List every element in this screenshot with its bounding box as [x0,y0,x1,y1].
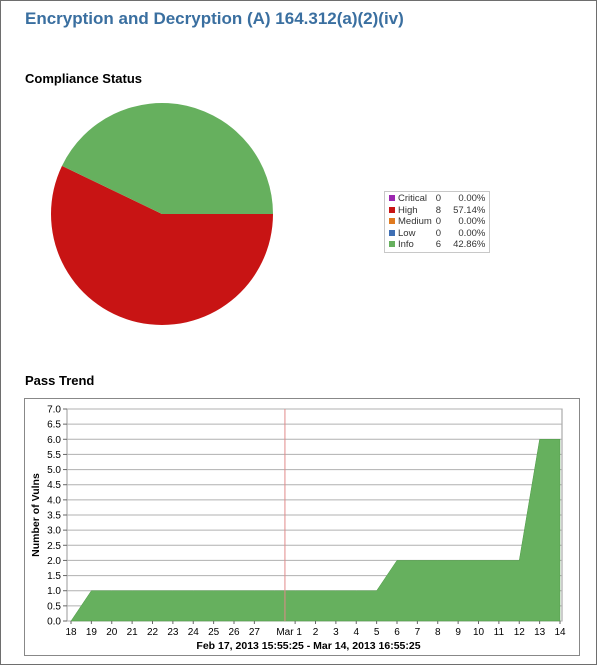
x-axis-title: Feb 17, 2013 15:55:25 - Mar 14, 2013 16:… [196,640,420,652]
legend-label: Info [398,239,414,250]
y-tick-label: 2.5 [47,541,61,552]
legend-percent: 0.00% [458,216,486,227]
y-tick-label: 6.5 [47,420,61,431]
legend-label: Critical [398,193,428,204]
legend-count: 0 [435,193,442,204]
x-tick-label: 27 [249,627,261,638]
legend-label: High [398,204,418,216]
compliance-pie-chart [50,102,274,325]
pass-trend-chart: 0.0 0.5 1.0 1.5 2.0 2.5 3.0 3.5 4.0 4.5 5.0 5.5 6.0 6… [24,398,580,656]
legend-percent: 0.00% [458,193,486,204]
legend-row-critical: Critical 0 0.00% [387,193,487,205]
x-tick-label: 23 [167,627,179,638]
legend-swatch [389,218,395,224]
legend-count: 6 [435,239,442,250]
legend-row-medium: Medium 0 0.00% [387,216,487,228]
y-tick-label: 4.0 [47,495,61,506]
y-tick-label: 7.0 [47,405,61,416]
pass-trend-title: Pass Trend [25,373,95,388]
x-tick-label: 8 [435,627,441,638]
y-tick-label: 1.5 [47,571,61,582]
x-tick-label: 18 [65,627,77,638]
legend-row-low: Low 0 0.00% [387,228,487,240]
x-tick-label: 12 [514,627,526,638]
legend-percent: 0.00% [458,227,486,239]
x-tick-label: 4 [353,627,359,638]
y-tick-label: 3.5 [47,511,61,522]
y-tick-label: 0.0 [47,617,61,628]
legend-label: Medium [398,216,432,227]
x-tick-label: 10 [473,627,485,638]
y-tick-label: 4.5 [47,480,61,491]
y-tick-label: 6.0 [47,435,61,446]
y-tick-label: 1.0 [47,586,61,597]
legend-row-high: High 8 57.14% [387,205,487,217]
legend-swatch [389,241,395,247]
legend-swatch [389,229,395,236]
page-title: Encryption and Decryption (A) 164.312(a)… [25,9,404,28]
x-tick-label: 24 [188,627,200,638]
legend-label: Low [398,227,416,239]
compliance-status-title: Compliance Status [25,71,143,86]
pie-legend: Critical 0 0.00% High 8 57.14% Medium 0 0.00% Low… [384,191,491,253]
x-tick-label: 9 [455,627,461,638]
y-tick-label: 5.0 [47,465,61,476]
x-tick-label: 3 [333,627,339,638]
y-tick-label: 3.0 [47,526,61,537]
x-tick-label: 22 [147,627,159,638]
x-tick-label: 11 [494,627,505,638]
legend-swatch [389,206,395,213]
x-tick-label: 7 [415,627,421,638]
pie-slice-high [50,165,273,325]
legend-count: 0 [435,216,442,227]
x-tick-label: 20 [106,627,118,638]
y-tick-label: 0.5 [47,601,61,612]
x-tick-label: 13 [534,627,546,638]
x-tick-label: 21 [127,627,139,638]
legend-count: 8 [435,204,442,216]
x-tick-label: 19 [86,627,98,638]
y-axis-title: Number of Vulns [30,473,42,557]
legend-percent: 42.86% [453,239,486,250]
legend-swatch [389,195,395,201]
x-tick-label: Mar 1 [276,627,302,638]
x-tick-label: 14 [554,627,566,638]
legend-count: 0 [435,227,442,239]
legend-row-info: Info 6 42.86% [387,239,487,251]
x-tick-label: 6 [394,627,400,638]
x-tick-label: 25 [208,627,220,638]
legend-percent: 57.14% [453,204,486,216]
y-tick-label: 5.5 [47,450,61,461]
x-tick-label: 5 [374,627,380,638]
x-tick-label: 26 [228,627,240,638]
y-tick-label: 2.0 [47,556,61,567]
pie-slice-info [61,102,274,214]
x-tick-label: 2 [313,627,319,638]
